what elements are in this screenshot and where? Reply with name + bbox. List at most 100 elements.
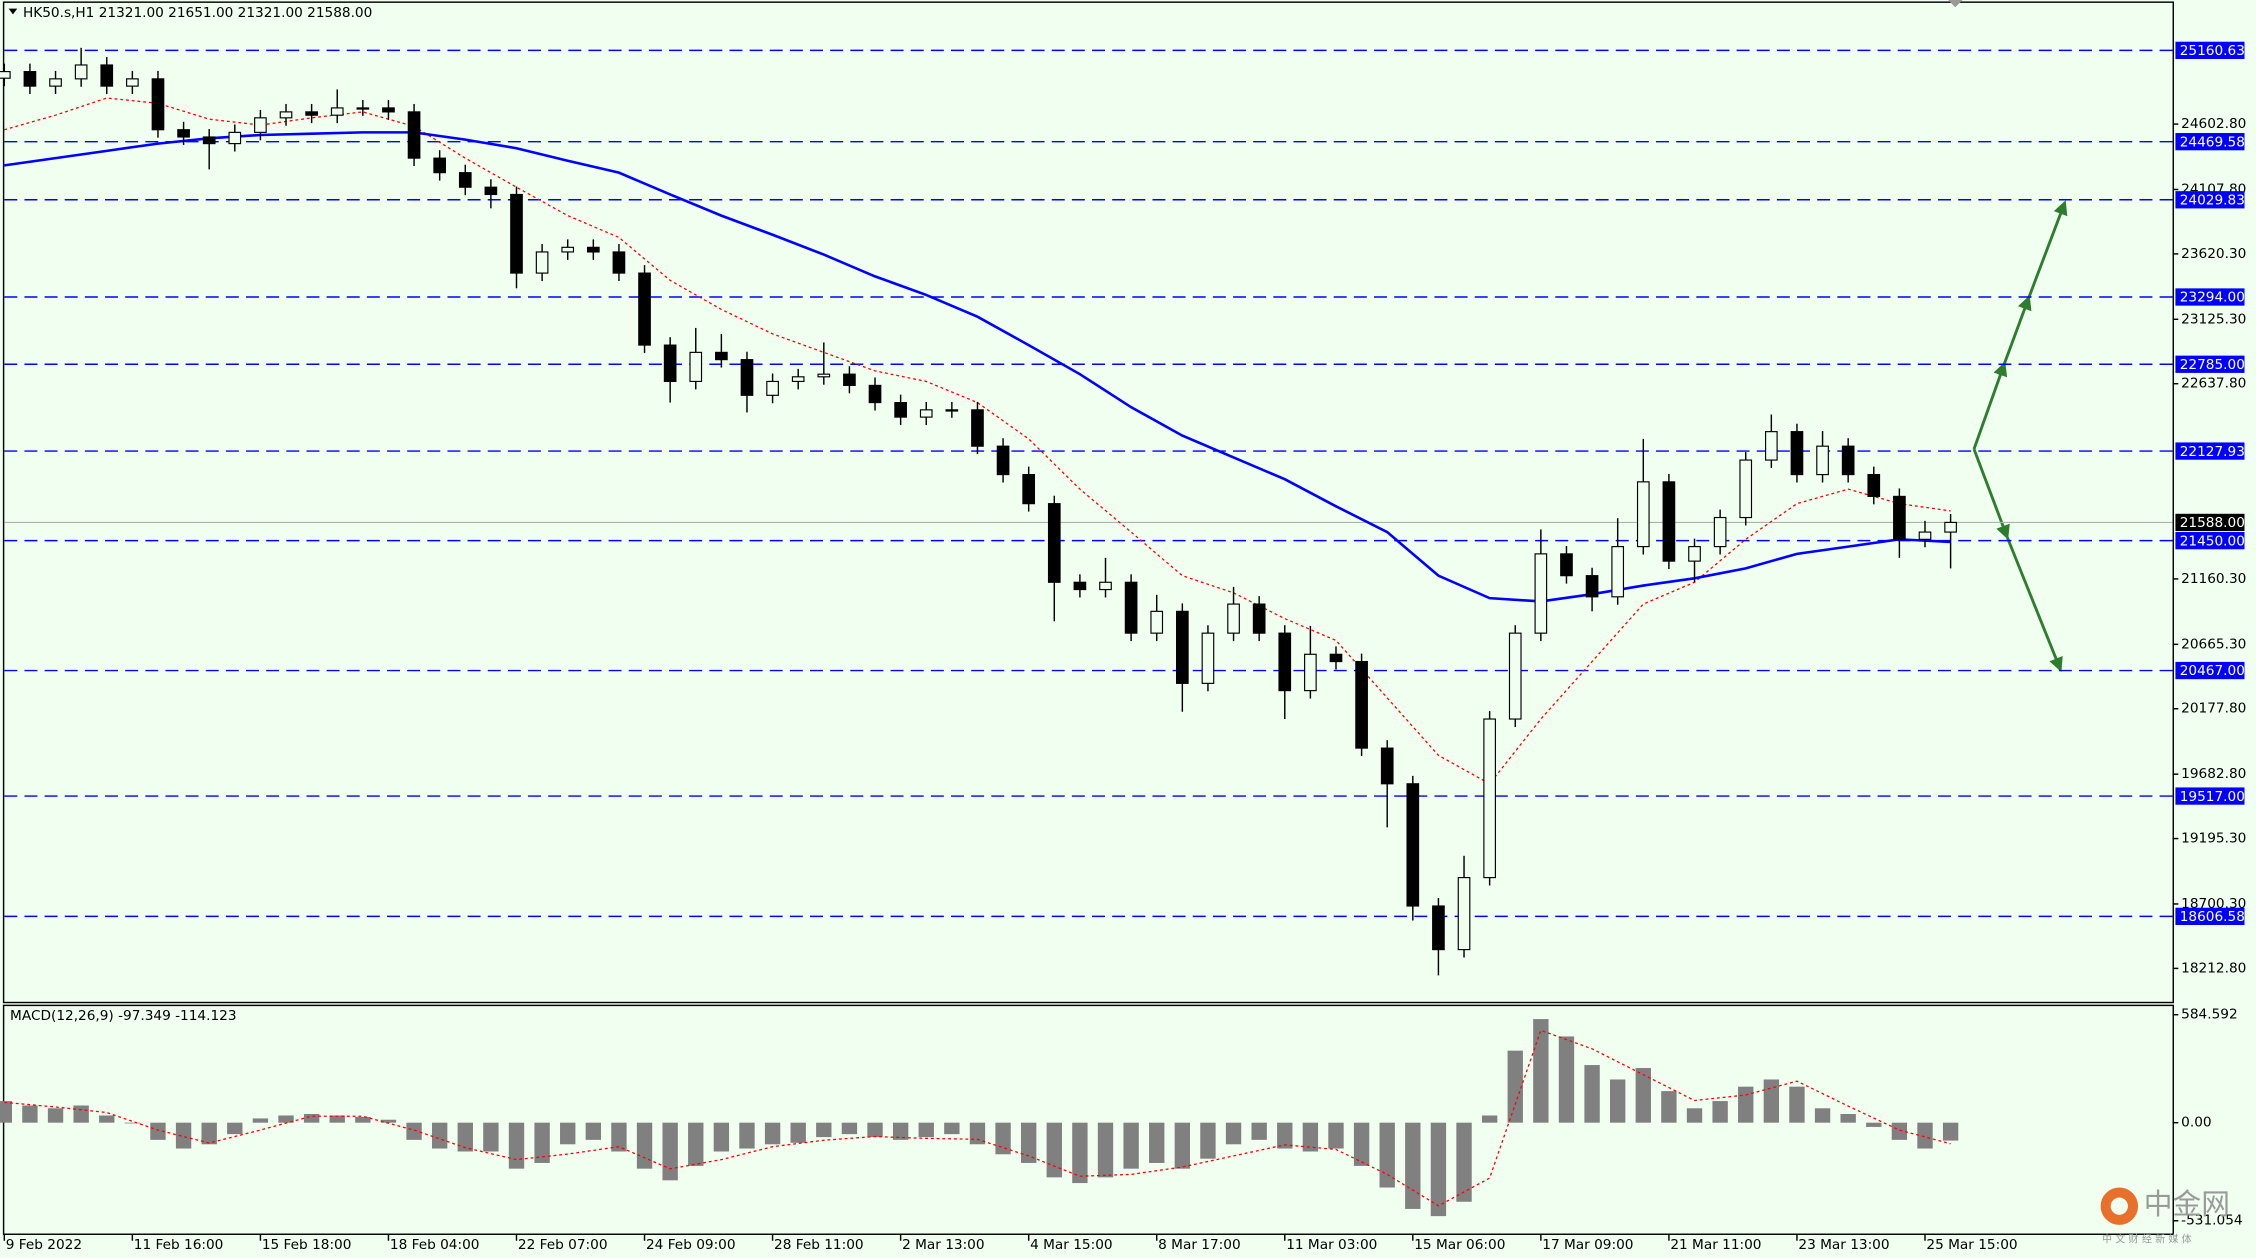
macd-bar <box>1942 1122 1959 1141</box>
candle-body <box>151 78 165 131</box>
macd-bar <box>73 1105 89 1123</box>
macd-bar <box>1072 1122 1088 1184</box>
macd-bar <box>636 1122 653 1169</box>
y-tick-label: 21160.30 <box>2181 571 2246 587</box>
y-tick-label: 23620.30 <box>2181 246 2246 262</box>
candle-body <box>1099 581 1112 591</box>
macd-bar <box>892 1122 909 1140</box>
level-label-box <box>2175 133 2245 151</box>
x-tick-label: 15 Feb 18:00 <box>262 1237 352 1253</box>
macd-bar <box>944 1122 960 1135</box>
macd-bar <box>1174 1122 1191 1169</box>
macd-bar <box>252 1118 269 1123</box>
macd-bar <box>1712 1101 1728 1123</box>
scroll-marker <box>1948 0 1963 8</box>
level-label: 23294.00 <box>2180 290 2245 306</box>
candle-body <box>23 71 37 87</box>
candle-body <box>1150 610 1164 634</box>
level-label: 20467.00 <box>2180 663 2245 679</box>
macd-bar <box>457 1122 473 1152</box>
macd-bar <box>560 1122 576 1145</box>
macd-title: MACD(12,26,9) -97.349 -114.123 <box>10 1008 236 1024</box>
x-tick-label: 11 Mar 03:00 <box>1286 1237 1377 1253</box>
macd-bar <box>303 1114 320 1123</box>
candle-body <box>1355 660 1368 749</box>
macd-bar <box>99 1115 115 1123</box>
candle-body <box>1713 516 1727 548</box>
macd-bar <box>201 1122 217 1145</box>
x-tick-label: 9 Feb 2022 <box>6 1237 82 1253</box>
macd-bar <box>1610 1079 1626 1123</box>
level-label: 25160.63 <box>2180 43 2245 59</box>
level-label-box <box>2175 355 2245 373</box>
macd-bar <box>1891 1122 1908 1140</box>
candle-body <box>484 186 498 196</box>
candle-body <box>1047 503 1061 583</box>
macd-bar <box>1814 1108 1831 1123</box>
candle-body <box>1636 481 1650 548</box>
level-label-box <box>2175 532 2245 550</box>
candle-body <box>433 157 447 174</box>
candle-body <box>382 107 395 113</box>
x-tick-label: 2 Mar 13:00 <box>902 1237 984 1253</box>
macd-bar <box>47 1108 64 1123</box>
candle-body <box>330 107 344 116</box>
last-price-box <box>2175 513 2245 532</box>
candle-body <box>1816 445 1829 476</box>
candle-body <box>356 107 370 110</box>
y-tick-label: 22637.80 <box>2181 376 2246 392</box>
candle-body <box>740 359 754 396</box>
candle-body <box>996 445 1010 476</box>
x-tick-label: 25 Mar 15:00 <box>1926 1237 2017 1253</box>
candle-body <box>919 409 933 418</box>
y-tick-label: 24602.80 <box>2181 116 2246 132</box>
candle-body <box>1662 481 1676 562</box>
candle-body <box>1329 653 1343 663</box>
candle-body <box>715 351 728 361</box>
macd-bar <box>867 1122 883 1138</box>
candle-body <box>663 344 677 383</box>
level-label-box <box>2175 907 2245 925</box>
x-tick-label: 22 Feb 07:00 <box>518 1237 608 1253</box>
candle-body <box>0 71 11 79</box>
macd-bar <box>406 1122 422 1140</box>
macd-bar <box>1277 1122 1293 1149</box>
moving-average <box>4 131 1951 603</box>
macd-bar <box>431 1122 448 1149</box>
y-tick-label: 18212.80 <box>2181 960 2246 976</box>
macd-bar <box>1584 1065 1600 1123</box>
menu-triangle <box>8 8 18 15</box>
candle-body <box>1739 459 1753 519</box>
candle-body <box>1304 653 1317 692</box>
level-label-box <box>2175 661 2245 680</box>
macd-bar <box>611 1122 627 1152</box>
candle-body <box>894 402 907 418</box>
candle-body <box>689 351 703 383</box>
macd-bar <box>22 1105 38 1123</box>
macd-bar <box>1123 1122 1139 1169</box>
macd-bar <box>1430 1122 1447 1217</box>
candle-body <box>100 64 114 87</box>
macd-bar <box>278 1115 294 1123</box>
x-tick-label: 4 Mar 15:00 <box>1030 1237 1112 1253</box>
candle-body <box>843 373 856 386</box>
macd-bar <box>1866 1122 1882 1127</box>
candle-body <box>868 384 882 404</box>
logo-inner <box>2110 1197 2128 1215</box>
macd-bar <box>329 1115 345 1123</box>
macd-bar <box>918 1122 934 1138</box>
candle-body <box>1175 610 1189 684</box>
candle-body <box>1534 553 1548 634</box>
level-label: 22127.93 <box>2180 444 2245 460</box>
macd-bar <box>1200 1122 1216 1159</box>
candle-body <box>1765 431 1778 461</box>
macd-bar <box>713 1122 730 1152</box>
candle-body <box>1841 445 1855 476</box>
arrow <box>1972 361 2008 450</box>
candle-body <box>945 409 959 412</box>
candle-body <box>1560 553 1573 577</box>
macd-bar <box>1917 1122 1933 1149</box>
level-label: 21450.00 <box>2180 533 2245 549</box>
macd-bar <box>688 1122 704 1166</box>
